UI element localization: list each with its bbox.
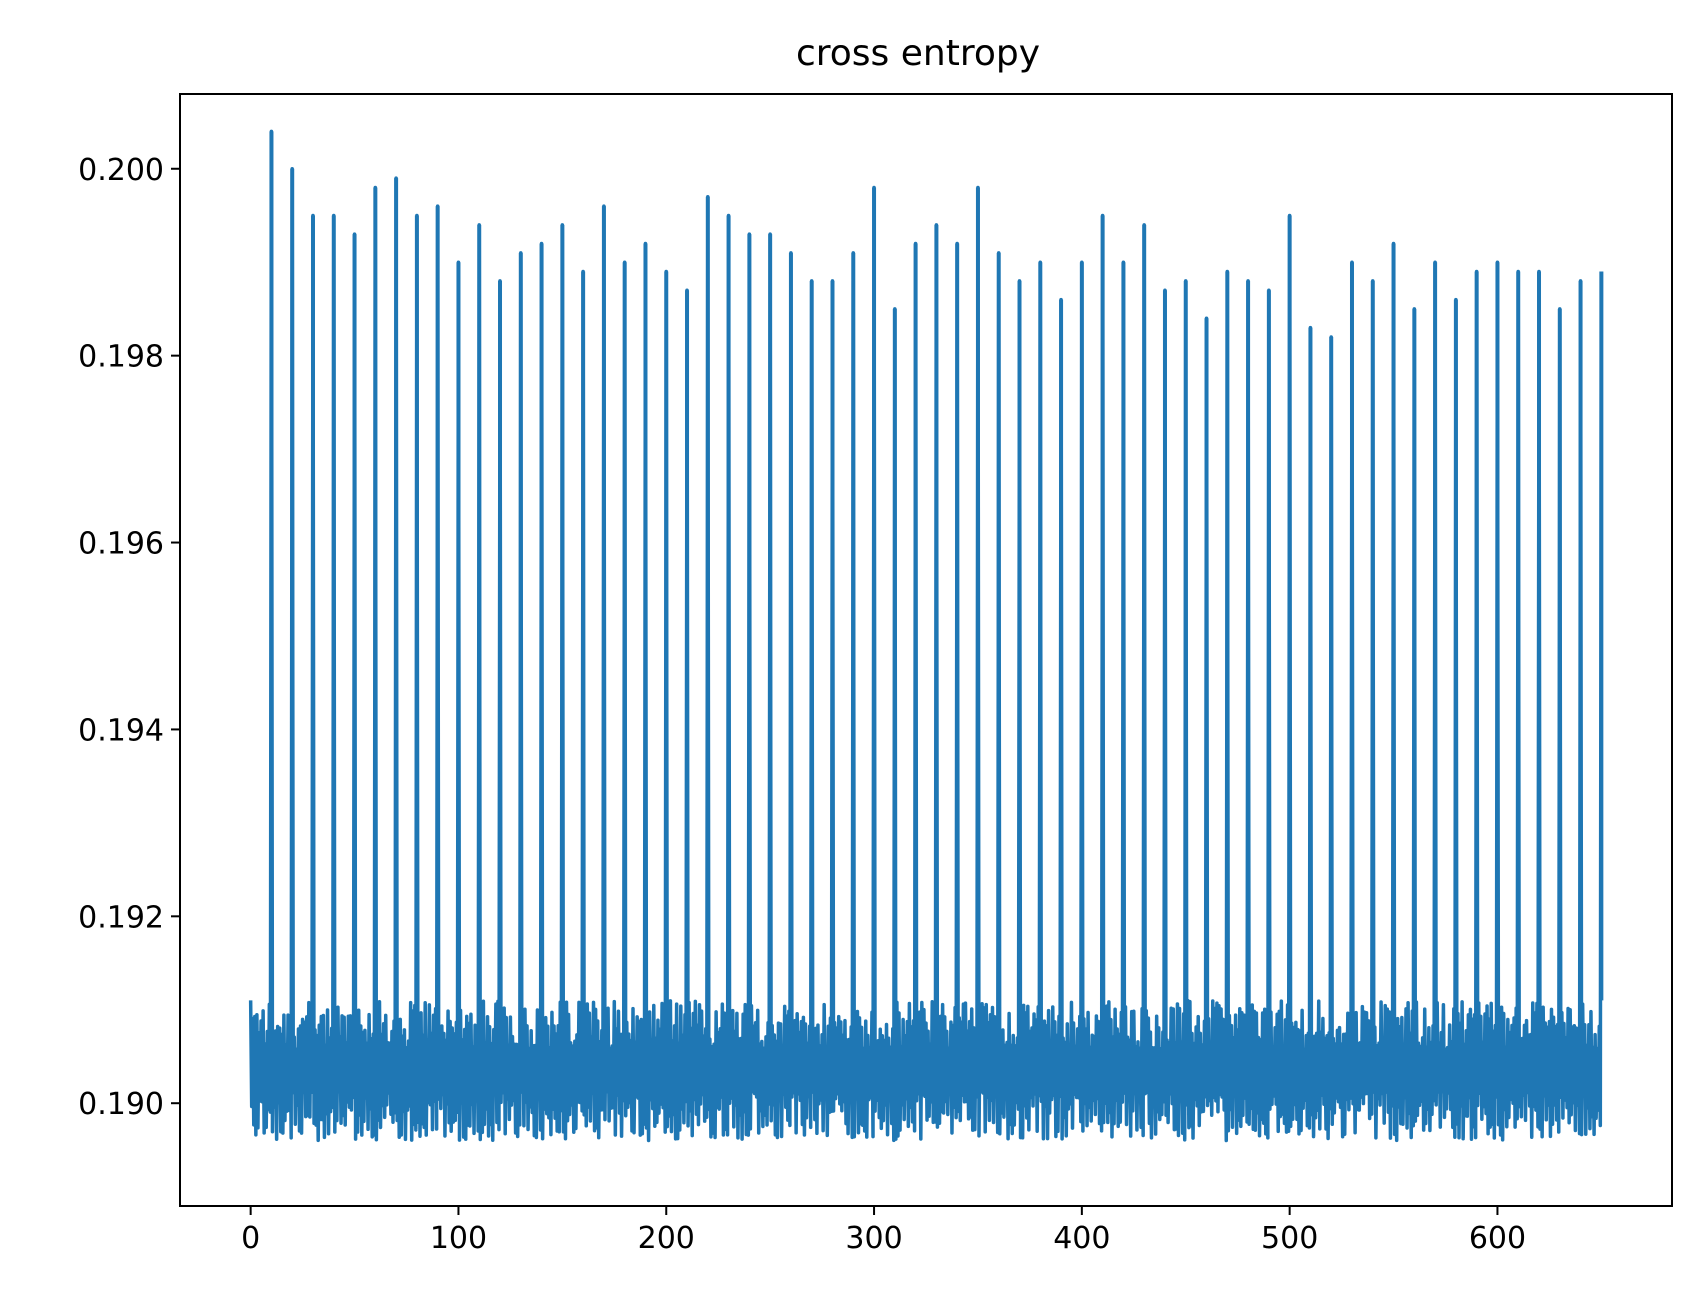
- chart-title: cross entropy: [796, 33, 1040, 74]
- y-tick-label: 0.190: [78, 1087, 164, 1122]
- y-tick-label: 0.194: [78, 713, 164, 748]
- axes-frame: [179, 93, 1673, 1207]
- x-axis: 0 100 200 300 400 500 600: [241, 1206, 1526, 1256]
- series-layer: [248, 129, 1604, 1143]
- y-tick-label: 0.196: [78, 527, 164, 562]
- y-tick-label: 0.192: [78, 900, 164, 935]
- y-axis: 0.190 0.192 0.194 0.196 0.198 0.200: [78, 153, 180, 1122]
- x-tick-label: 500: [1261, 1221, 1318, 1256]
- x-tick-label: 100: [430, 1221, 487, 1256]
- y-tick-label: 0.198: [78, 340, 164, 375]
- y-tick-label: 0.200: [78, 153, 164, 188]
- x-tick-label: 0: [241, 1221, 260, 1256]
- x-tick-label: 400: [1053, 1221, 1110, 1256]
- x-tick-label: 300: [845, 1221, 902, 1256]
- x-tick-label: 200: [638, 1221, 695, 1256]
- plot-area: [179, 93, 1673, 1207]
- series-line-cross-entropy: [248, 129, 1604, 1143]
- x-tick-label: 600: [1469, 1221, 1526, 1256]
